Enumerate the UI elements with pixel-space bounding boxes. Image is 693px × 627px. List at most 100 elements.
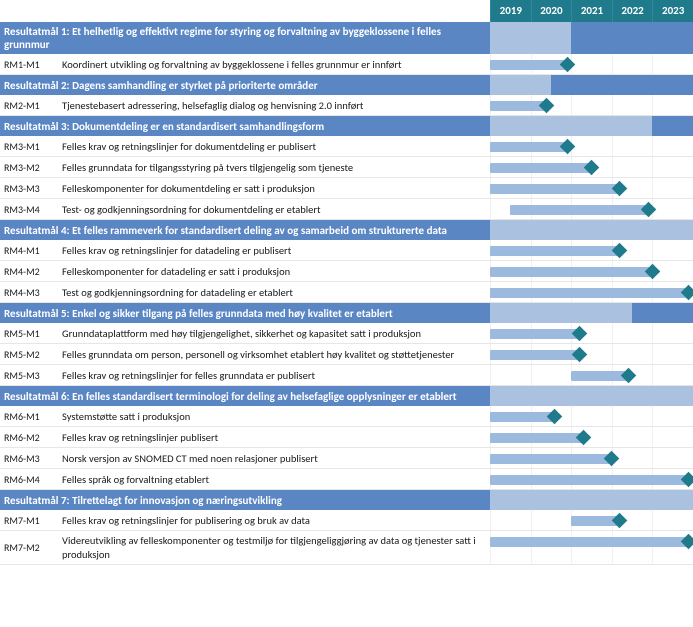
item-timeline: [490, 199, 693, 219]
item-id: RM4-M3: [0, 282, 58, 302]
item-id: RM5-M2: [0, 344, 58, 364]
item-desc: Felles språk og forvaltning etablert: [58, 469, 490, 489]
item-row: RM1-M1Koordinert utvikling og forvaltnin…: [0, 54, 693, 75]
year-header: 2023: [652, 0, 693, 22]
item-row: RM3-M2Felles grunndata for tilgangsstyri…: [0, 157, 693, 178]
item-row: RM4-M3Test og godkjenningsordning for da…: [0, 282, 693, 303]
item-timeline: [490, 178, 693, 198]
item-bar: [571, 371, 628, 381]
item-desc: Felles grunndata for tilgangsstyring på …: [58, 157, 490, 177]
item-id: RM2-M1: [0, 95, 58, 115]
item-timeline: [490, 448, 693, 468]
item-timeline: [490, 531, 693, 563]
group-bar: [490, 386, 693, 406]
item-desc: Felles grunndata om person, personell og…: [58, 344, 490, 364]
item-desc: Felles krav og retningslinjer for dokume…: [58, 136, 490, 156]
item-timeline: [490, 240, 693, 260]
item-bar: [490, 142, 567, 152]
header-row: 20192020202120222023: [0, 0, 693, 22]
group-row: Resultatmål 6: En felles standardisert t…: [0, 386, 693, 406]
rows-container: Resultatmål 1: Et helhetlig og effektivt…: [0, 22, 693, 565]
item-timeline: [490, 365, 693, 385]
item-id: RM7-M1: [0, 510, 58, 530]
item-row: RM3-M4Test- og godkjenningsordning for d…: [0, 199, 693, 220]
item-timeline: [490, 136, 693, 156]
item-row: RM6-M3Norsk versjon av SNOMED CT med noe…: [0, 448, 693, 469]
item-bar: [490, 433, 583, 443]
item-id: RM6-M1: [0, 406, 58, 426]
item-bar: [490, 267, 652, 277]
item-timeline: [490, 95, 693, 115]
item-id: RM6-M3: [0, 448, 58, 468]
group-title: Resultatmål 3: Dokumentdeling er en stan…: [0, 117, 490, 136]
item-id: RM3-M4: [0, 199, 58, 219]
item-bar: [510, 205, 648, 215]
item-desc: Test- og godkjenningsordning for dokumen…: [58, 199, 490, 219]
group-row: Resultatmål 3: Dokumentdeling er en stan…: [0, 116, 693, 136]
group-bar: [490, 303, 632, 323]
item-desc: Felles krav og retningslinjer for publis…: [58, 510, 490, 530]
gantt-container: 20192020202120222023 Resultatmål 1: Et h…: [0, 0, 693, 565]
item-row: RM4-M1Felles krav og retningslinjer for …: [0, 240, 693, 261]
item-row: RM5-M1Grunndataplattform med høy tilgjen…: [0, 323, 693, 344]
item-id: RM1-M1: [0, 54, 58, 74]
item-timeline: [490, 406, 693, 426]
group-title: Resultatmål 7: Tilrettelagt for innovasj…: [0, 491, 490, 510]
item-id: RM6-M4: [0, 469, 58, 489]
item-desc: Felles krav og retningslinjer for datade…: [58, 240, 490, 260]
item-bar: [490, 329, 579, 339]
group-row: Resultatmål 2: Dagens samhandling er sty…: [0, 75, 693, 95]
item-row: RM5-M3Felles krav og retningslinjer for …: [0, 365, 693, 386]
item-timeline: [490, 344, 693, 364]
item-desc: Felleskomponenter for datadeling er satt…: [58, 261, 490, 281]
group-bar: [490, 116, 652, 136]
group-timeline: [490, 386, 693, 406]
item-row: RM3-M1Felles krav og retningslinjer for …: [0, 136, 693, 157]
item-row: RM6-M1Systemstøtte satt i produksjon: [0, 406, 693, 427]
item-id: RM7-M2: [0, 531, 58, 563]
group-timeline: [490, 220, 693, 240]
item-timeline: [490, 261, 693, 281]
item-row: RM6-M4Felles språk og forvaltning etable…: [0, 469, 693, 490]
group-bar: [490, 490, 693, 510]
group-timeline: [490, 303, 693, 323]
item-timeline: [490, 282, 693, 302]
group-title: Resultatmål 2: Dagens samhandling er sty…: [0, 76, 490, 95]
item-row: RM6-M2Felles krav og retningslinjer publ…: [0, 427, 693, 448]
item-bar: [490, 101, 547, 111]
item-bar: [490, 537, 689, 547]
group-bar: [490, 220, 693, 240]
group-title: Resultatmål 5: Enkel og sikker tilgang p…: [0, 304, 490, 323]
item-row: RM3-M3Felleskomponenter for dokumentdeli…: [0, 178, 693, 199]
item-timeline: [490, 510, 693, 530]
item-id: RM4-M2: [0, 261, 58, 281]
item-timeline: [490, 157, 693, 177]
item-desc: Koordinert utvikling og forvaltning av b…: [58, 54, 490, 74]
item-desc: Norsk versjon av SNOMED CT med noen rela…: [58, 448, 490, 468]
group-timeline: [490, 490, 693, 510]
item-row: RM7-M1Felles krav og retningslinjer for …: [0, 510, 693, 531]
item-bar: [490, 163, 592, 173]
item-bar: [490, 288, 689, 298]
item-id: RM3-M3: [0, 178, 58, 198]
item-bar: [490, 350, 579, 360]
header-spacer: [0, 0, 490, 22]
item-desc: Tjenestebasert adressering, helsefaglig …: [58, 95, 490, 115]
item-desc: Felles krav og retningslinjer for felles…: [58, 365, 490, 385]
item-desc: Felleskomponenter for dokumentdeling er …: [58, 178, 490, 198]
group-title: Resultatmål 1: Et helhetlig og effektivt…: [0, 22, 490, 54]
item-desc: Grunndataplattform med høy tilgjengeligh…: [58, 323, 490, 343]
group-timeline: [490, 75, 693, 95]
item-bar: [490, 475, 689, 485]
group-title: Resultatmål 6: En felles standardisert t…: [0, 387, 490, 406]
item-desc: Test og godkjenningsordning for datadeli…: [58, 282, 490, 302]
year-header: 2019: [490, 0, 531, 22]
item-desc: Felles krav og retningslinjer publisert: [58, 427, 490, 447]
item-bar: [490, 412, 555, 422]
year-header: 2022: [612, 0, 653, 22]
group-row: Resultatmål 7: Tilrettelagt for innovasj…: [0, 490, 693, 510]
item-timeline: [490, 427, 693, 447]
item-row: RM7-M2Videreutvikling av felleskomponent…: [0, 531, 693, 564]
group-timeline: [490, 22, 693, 54]
item-bar: [490, 246, 620, 256]
